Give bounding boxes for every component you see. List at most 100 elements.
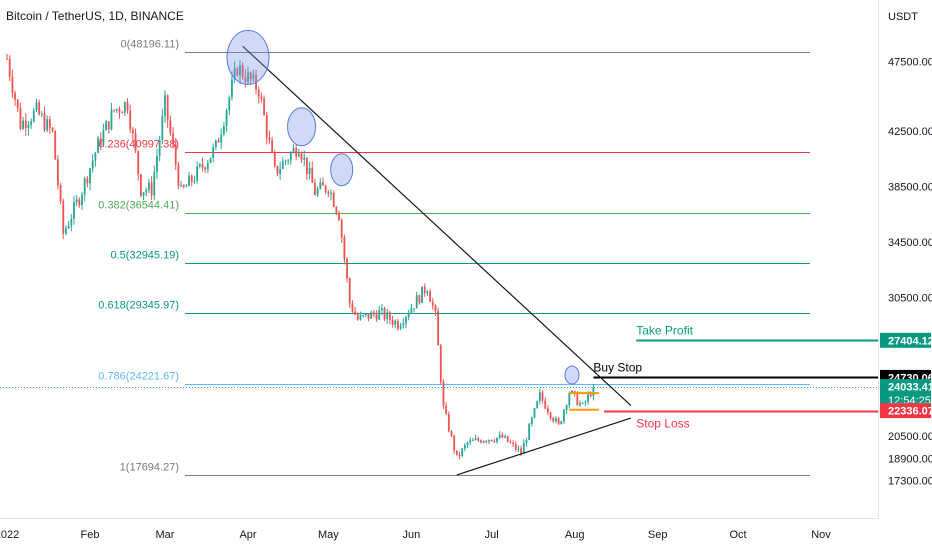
candle-body [38, 102, 41, 115]
candle-body [568, 393, 571, 406]
candle-body [469, 440, 472, 443]
candle-body [35, 102, 38, 111]
candle-body [27, 124, 30, 129]
price-axis-unit: USDT [888, 11, 918, 23]
time-tick-label: Oct [729, 529, 746, 541]
candle-body [442, 381, 445, 406]
candle-body [129, 110, 132, 130]
candle-body [522, 442, 525, 454]
candle-body [193, 180, 196, 182]
candle-body [115, 108, 118, 111]
candle-body [421, 286, 423, 303]
candle-body [32, 110, 35, 122]
candle-body [536, 401, 539, 409]
candle-body [102, 130, 105, 146]
candle-body [340, 220, 343, 238]
price-tick-label: 30500.00 [888, 292, 932, 304]
candle-body [405, 316, 407, 324]
candle-body [260, 96, 263, 99]
candle-body [6, 58, 8, 60]
time-tick-label: Apr [239, 529, 256, 541]
candle-body [461, 448, 464, 457]
candle-body [78, 199, 81, 206]
candle-body [300, 153, 303, 160]
candle-body [73, 202, 75, 220]
candle-body [343, 237, 346, 260]
candle-body [327, 191, 330, 194]
candle-body [354, 311, 357, 315]
candle-body [121, 112, 124, 114]
time-tick-label: Feb [81, 529, 100, 541]
candle-body [509, 441, 512, 443]
candle-body [573, 391, 576, 394]
candle-body [225, 110, 228, 127]
candle-body [560, 421, 563, 425]
candle-body [233, 68, 236, 80]
candle-body [295, 148, 298, 157]
candle-body [75, 199, 78, 203]
symbol-title: Bitcoin / TetherUS, 1D, BINANCE [6, 9, 184, 23]
candle-body [383, 308, 386, 320]
candle-body [148, 182, 150, 191]
fib-level-label: 0.5(32945.19) [111, 250, 180, 262]
candle-body [46, 119, 49, 131]
candle-body [514, 443, 517, 450]
time-tick-label: Mar [156, 529, 175, 541]
candle-body [145, 190, 148, 193]
candle-body [423, 286, 426, 294]
candle-body [81, 194, 83, 206]
candle-body [557, 418, 560, 425]
candle-body [19, 107, 22, 129]
candle-body [581, 402, 584, 404]
candle-body [249, 72, 252, 80]
candle-body [311, 167, 314, 183]
candle-body [397, 321, 399, 329]
candle-body [65, 228, 67, 234]
candle-body [504, 436, 506, 438]
candle-body [544, 400, 547, 409]
candle-body [474, 438, 477, 441]
candle-body [281, 161, 284, 169]
candle-body [8, 58, 11, 77]
candle-body [552, 418, 555, 422]
candle-body [279, 168, 282, 174]
time-tick-label: 2022 [0, 529, 19, 541]
candle-body [212, 146, 215, 158]
candle-body [40, 113, 43, 115]
candle-body [439, 345, 442, 382]
candle-body [391, 320, 394, 325]
candle-body [375, 314, 378, 320]
candle-body [206, 162, 209, 170]
candle-body [592, 387, 595, 397]
candle-body [458, 454, 461, 457]
candle-body [257, 89, 260, 97]
candle-body [11, 76, 14, 94]
candle-body [180, 185, 182, 187]
candle-body [228, 97, 231, 111]
touch-circle [226, 29, 270, 85]
touch-circle [287, 107, 317, 147]
candle-body [576, 393, 579, 406]
candle-body [589, 394, 592, 397]
candle-body [156, 156, 158, 173]
candle-body [198, 164, 201, 167]
candle-body [56, 159, 59, 186]
candle-body [453, 435, 456, 451]
candle-body [372, 312, 375, 315]
candle-body [546, 408, 549, 413]
candle-body [137, 150, 140, 175]
candle-body [308, 167, 311, 174]
price-tick-label: 20500.00 [888, 431, 932, 443]
candle-body [386, 312, 389, 320]
candle-body [217, 140, 220, 143]
time-tick-label: Aug [565, 529, 585, 541]
candle-body [370, 312, 373, 319]
candle-body [83, 178, 86, 195]
candle-body [89, 168, 91, 184]
candle-body [429, 291, 431, 302]
candle-body [528, 424, 531, 441]
candle-body [488, 439, 490, 442]
candle-body [413, 308, 415, 310]
candle-body [549, 412, 552, 419]
